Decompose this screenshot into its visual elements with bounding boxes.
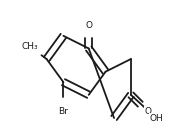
Text: O: O: [85, 21, 92, 30]
Text: O: O: [144, 107, 151, 116]
Text: CH₃: CH₃: [21, 42, 38, 51]
Text: OH: OH: [149, 114, 163, 122]
Text: Br: Br: [58, 107, 68, 116]
